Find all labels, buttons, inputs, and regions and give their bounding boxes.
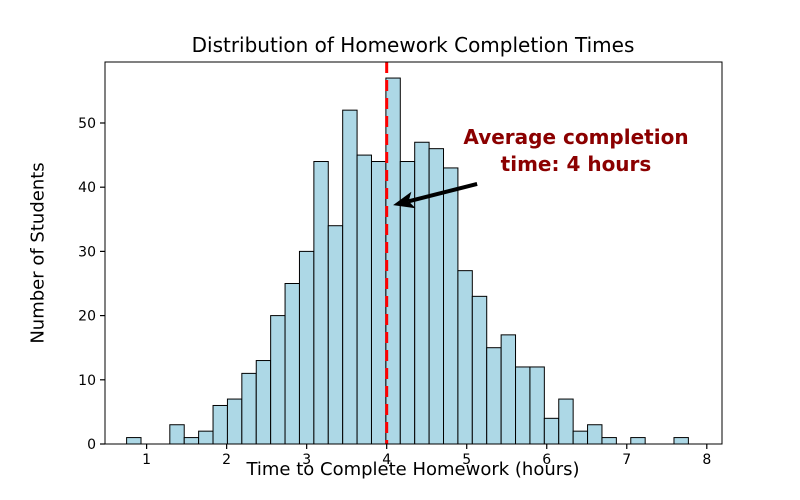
annotation-line-1: Average completion [463,125,689,149]
histogram-bar [370,161,387,445]
histogram-bar [673,437,689,445]
x-axis-tick-label: 7 [622,452,631,468]
histogram-bar [169,424,185,445]
histogram-bar [313,161,329,445]
histogram-bar [255,360,272,445]
annotation-line-2: time: 4 hours [500,152,652,176]
histogram-bar [342,109,358,445]
histogram-bar [270,315,286,445]
histogram-bar [457,270,473,445]
histogram-bar [529,366,545,445]
histogram-bar [241,372,257,445]
annotation-arrow-shaft [408,182,478,204]
histogram-bar [587,424,603,445]
histogram-bar [414,141,430,445]
histogram-bar [486,347,502,445]
histogram-bar [226,398,243,445]
histogram-bar [443,167,459,445]
y-axis-tick-label: 40 [78,180,96,196]
histogram-bar [327,225,344,445]
chart-title: Distribution of Homework Completion Time… [191,33,635,57]
x-axis-tick-label: 2 [222,452,231,468]
x-axis-tick-label: 8 [702,452,711,468]
y-axis-tick-label: 10 [78,373,96,389]
annotation-text: Average completion time: 4 hours [463,124,688,178]
y-axis-tick-label: 20 [78,309,96,325]
annotation-arrow-head [393,191,416,209]
y-axis-label: Number of Students [27,162,49,344]
histogram-bar [298,250,315,445]
histogram-bar [500,334,517,445]
histogram-bar [356,154,372,445]
histogram-bar [284,283,300,445]
x-axis-tick-label: 1 [142,452,151,468]
x-axis-tick-label: 6 [542,452,551,468]
histogram-bar [572,430,589,445]
y-axis-tick-label: 30 [78,244,96,260]
histogram-bar [515,366,531,445]
histogram-bar [126,437,142,445]
histogram-bar [558,398,574,445]
plot-border [104,61,723,445]
histogram-bar [630,437,646,445]
histogram-bar [212,404,228,445]
y-axis-tick-label: 0 [87,437,96,453]
histogram-bar [198,430,214,445]
histogram-bar [183,437,200,445]
histogram-bar [601,437,617,445]
histogram-bar [471,295,488,445]
x-axis-tick-label: 4 [382,452,391,468]
x-axis-label: Time to Complete Homework (hours) [246,459,580,480]
x-axis-tick-label: 5 [462,452,471,468]
histogram-bar [543,417,560,445]
y-axis-tick-label: 50 [78,116,96,132]
x-axis-tick-label: 3 [302,452,311,468]
